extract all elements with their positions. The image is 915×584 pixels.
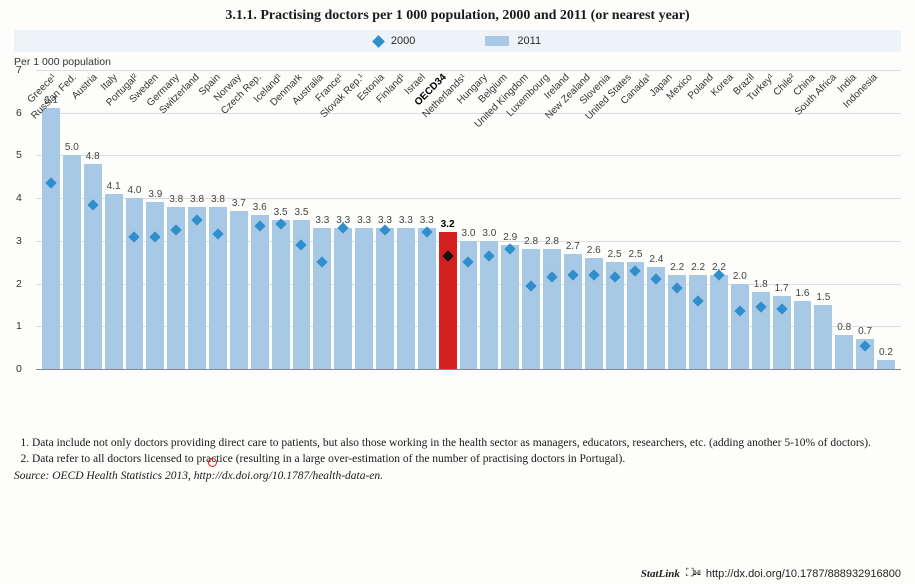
bar-value-label: 1.5 [816, 292, 830, 305]
bar: 3.3 [334, 228, 352, 369]
bar: 4.1 [105, 194, 123, 369]
legend-2000: 2000 [374, 35, 415, 47]
statlink-url: http://dx.doi.org/10.1787/888932916800 [706, 568, 901, 580]
bar: 1.6 [794, 301, 812, 369]
bar: 2.2 [710, 275, 728, 369]
bar-value-label: 3.8 [169, 194, 183, 207]
bar: 4.8 [84, 164, 102, 369]
bar-value-label: 3.0 [482, 228, 496, 241]
bar: 2.8 [543, 249, 561, 369]
y-axis-label: Per 1 000 population [14, 56, 901, 68]
link-icon: ⛶☵ [686, 567, 700, 580]
bar: 3.3 [376, 228, 394, 369]
bar-value-label: 3.5 [294, 207, 308, 220]
bar-value-label: 2.2 [691, 262, 705, 275]
bar-value-label: 5.0 [65, 142, 79, 155]
bar-value-label: 3.3 [315, 215, 329, 228]
legend: 2000 2011 [14, 30, 901, 52]
highlight-circle-icon [208, 458, 217, 467]
bar: 2.2 [689, 275, 707, 369]
bar: 3.8 [188, 207, 206, 369]
bar-value-label: 2.8 [545, 236, 559, 249]
y-tick: 4 [16, 192, 22, 204]
footnote-item: Data include not only doctors providing … [32, 436, 901, 452]
bar-value-label: 3.3 [399, 215, 413, 228]
bar: 3.7 [230, 211, 248, 369]
bar-value-label: 3.3 [357, 215, 371, 228]
bar-value-label: 1.7 [775, 283, 789, 296]
y-tick: 5 [16, 149, 22, 161]
bar-value-label: 2.5 [628, 249, 642, 262]
bar: 2.8 [522, 249, 540, 369]
x-axis-labels: Greece¹Russian Fed.AustriaItalyPortugal²… [42, 70, 881, 132]
diamond-icon [372, 35, 385, 48]
y-tick: 6 [16, 107, 22, 119]
bar-value-label: 2.8 [524, 236, 538, 249]
legend-2011: 2011 [485, 35, 541, 47]
bar-value-label: 2.7 [566, 241, 580, 254]
bar-value-label: 3.9 [148, 189, 162, 202]
y-tick: 7 [16, 64, 22, 76]
bar-value-label: 4.1 [107, 181, 121, 194]
bar: 3.5 [272, 220, 290, 370]
bar-value-label: 2.5 [608, 249, 622, 262]
legend-2011-label: 2011 [517, 35, 541, 47]
bar: 3.3 [355, 228, 373, 369]
statlink-logo: StatLink [641, 568, 680, 580]
bar-value-label: 4.8 [86, 151, 100, 164]
bar-value-label: 4.0 [127, 185, 141, 198]
bar-value-label: 2.2 [670, 262, 684, 275]
bar: 3.9 [146, 202, 164, 369]
bar-value-label: 2.6 [587, 245, 601, 258]
bar-value-label: 1.8 [754, 279, 768, 292]
bar: 4.0 [126, 198, 144, 369]
bar-value-label: 3.2 [441, 219, 455, 232]
bar: 1.5 [814, 305, 832, 369]
bar-value-label: 2.0 [733, 271, 747, 284]
footnotes: Data include not only doctors providing … [14, 436, 901, 485]
bar-value-label: 2.4 [649, 254, 663, 267]
y-tick: 0 [16, 363, 22, 375]
y-tick: 1 [16, 320, 22, 332]
source-text: OECD Health Statistics 2013, http://dx.d… [52, 470, 383, 482]
bar-value-label: 3.0 [461, 228, 475, 241]
bar: 0.2 [877, 360, 895, 369]
bar: 6.1 [42, 108, 60, 369]
legend-2000-label: 2000 [391, 35, 415, 47]
bar-value-label: 0.8 [837, 322, 851, 335]
bar-value-label: 3.8 [190, 194, 204, 207]
y-tick: 2 [16, 278, 22, 290]
chart-title: 3.1.1. Practising doctors per 1 000 popu… [14, 8, 901, 24]
bar: 3.3 [397, 228, 415, 369]
bar: 2.5 [627, 262, 645, 369]
statlink[interactable]: StatLink ⛶☵ http://dx.doi.org/10.1787/88… [641, 567, 901, 580]
bar: 0.8 [835, 335, 853, 369]
bar: 5.0 [63, 155, 81, 369]
bar: 3.3 [418, 228, 436, 369]
bar: 3.6 [251, 215, 269, 369]
bar-value-label: 3.6 [253, 202, 267, 215]
footnote-item: Data refer to all doctors licensed to pr… [32, 452, 901, 468]
bar-value-label: 3.8 [211, 194, 225, 207]
bar-value-label: 3.7 [232, 198, 246, 211]
bar: 2.9 [501, 245, 519, 369]
bar-value-label: 1.6 [795, 288, 809, 301]
y-tick: 3 [16, 235, 22, 247]
bar: 3.3 [313, 228, 331, 369]
bar-value-label: 0.2 [879, 347, 893, 360]
bar: 2.0 [731, 284, 749, 369]
bar-swatch-icon [485, 36, 509, 46]
bar-value-label: 0.7 [858, 326, 872, 339]
source-label: Source: [14, 470, 49, 482]
